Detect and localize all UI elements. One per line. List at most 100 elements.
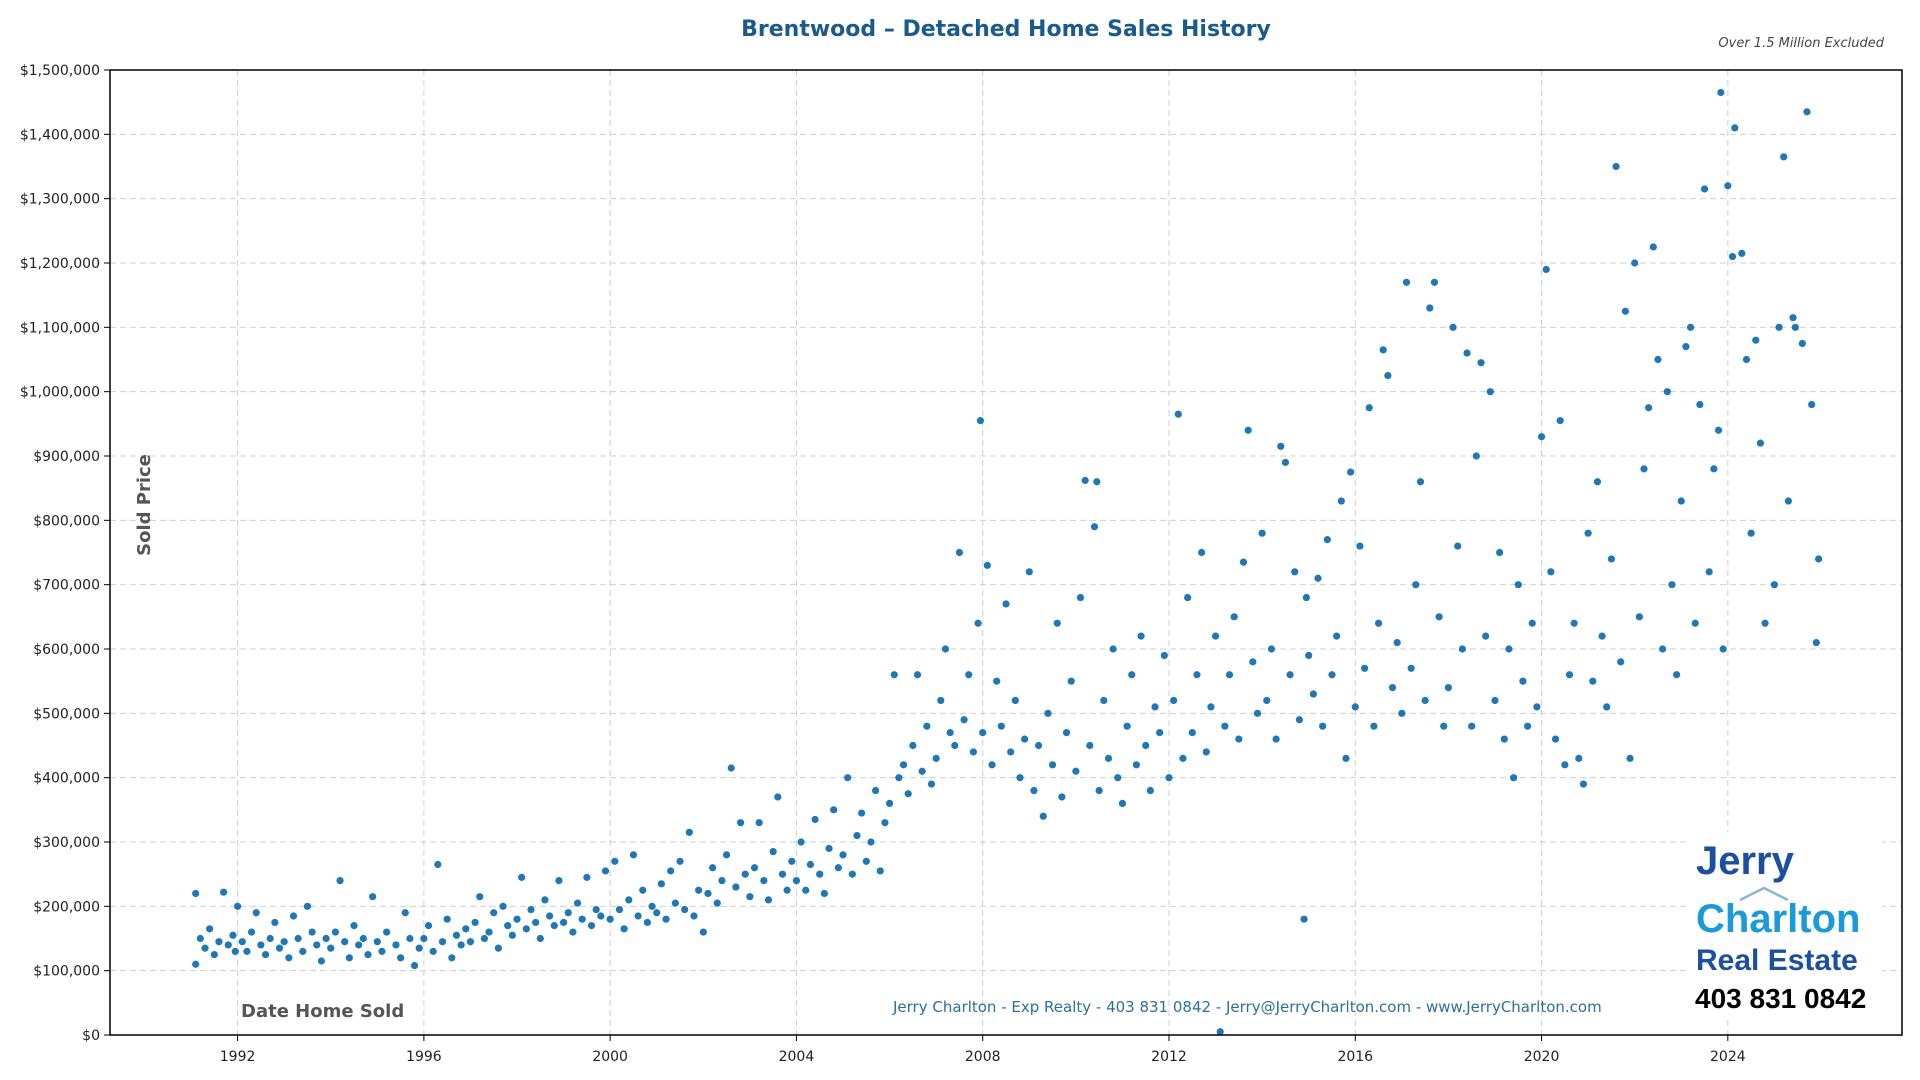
data-point [1025,568,1033,576]
data-point [261,950,270,959]
data-point [341,938,349,946]
logo-line3: Real Estate [1696,944,1858,977]
data-point [1034,741,1043,750]
data-point [1791,323,1799,331]
data-point [643,918,652,927]
data-point [536,934,544,943]
data-point [1710,465,1718,473]
data-point [895,774,903,782]
data-point [369,893,377,901]
data-point [234,902,242,910]
data-point [1756,439,1765,447]
data-point [280,938,288,946]
data-point [722,851,731,859]
data-point [1589,677,1597,685]
data-point [1351,703,1359,711]
data-point [587,922,596,930]
data-point [783,886,791,894]
data-point [741,870,749,878]
data-point [1007,748,1015,756]
data-point [1216,1028,1224,1036]
data-point [1691,619,1699,627]
data-point [317,957,326,965]
data-point [1272,735,1280,743]
data-point [1267,645,1276,653]
data-point [1472,452,1480,460]
data-point [1062,729,1071,737]
data-point [1514,581,1522,589]
data-point [1598,632,1606,640]
data-point [499,902,507,910]
data-point [1528,619,1536,627]
data-point [1291,568,1299,576]
data-point [718,877,726,885]
data-point [1686,323,1695,331]
data-point [518,873,526,881]
data-point [1365,404,1373,412]
data-point [1486,388,1494,396]
data-point [1221,722,1229,730]
data-point [1286,671,1294,679]
x-tick-label: 2008 [965,1049,1001,1065]
data-point [355,941,363,949]
data-point [1444,684,1453,692]
data-point [480,934,489,943]
data-point [1174,410,1182,418]
y-tick-label: $700,000 [33,578,100,594]
data-point [1388,684,1397,692]
data-point [671,899,679,907]
x-tick-label: 2020 [1524,1049,1560,1065]
data-point [1114,774,1122,782]
data-point [1579,780,1588,788]
y-axis-ticks: $0 $100,000 $200,000 $300,000 $400,000 $500,0… [20,63,110,1044]
data-point [639,886,647,894]
data-point [1053,619,1061,627]
data-point [1188,729,1196,737]
data-point [438,938,447,946]
data-point [1370,722,1378,730]
data-point [1570,619,1578,627]
data-point [401,909,409,917]
data-point [606,915,614,923]
data-point [976,417,984,425]
data-point [951,741,959,750]
data-point [1463,349,1471,357]
data-point [396,954,405,962]
data-point [252,909,260,917]
data-point [1132,761,1140,769]
data-point [1426,304,1434,312]
data-point [457,941,465,949]
data-point [1104,754,1113,762]
data-point [1663,388,1671,396]
y-tick-label: $600,000 [33,642,100,658]
data-point [192,889,200,898]
data-point [559,918,568,927]
data-point [834,864,842,872]
data-point [1440,722,1448,730]
data-point [750,864,759,872]
data-point [490,909,498,917]
data-point [732,883,740,891]
logo-line1: Jerry [1696,839,1795,883]
y-axis-label: Sold Price [134,454,155,556]
data-point [434,860,442,869]
y-tick-label: $500,000 [33,706,100,722]
y-tick-label: $400,000 [33,771,100,787]
y-tick-label: $800,000 [33,513,100,529]
data-point [1668,581,1676,589]
data-point [1211,632,1220,640]
data-point [960,716,968,724]
data-point [271,918,279,927]
data-point [243,947,251,955]
data-point [1640,465,1648,473]
data-point [238,938,246,946]
data-point [648,902,656,910]
data-point [1780,153,1788,161]
data-point [327,944,335,952]
data-point [997,722,1005,730]
data-point [494,944,502,952]
y-tick-label: $1,000,000 [20,385,100,401]
data-point [1719,645,1727,653]
data-point [443,915,451,923]
data-point [629,851,638,859]
